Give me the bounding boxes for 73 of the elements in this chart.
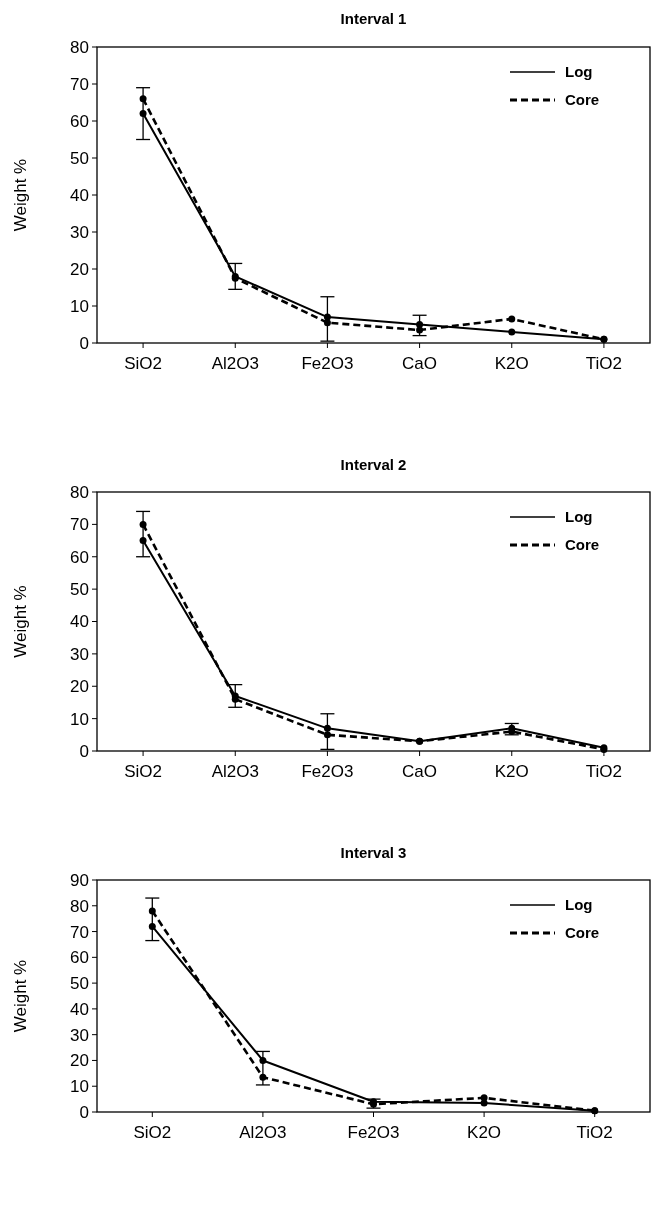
x-tick-label: SiO2 — [133, 1123, 172, 1142]
point — [416, 326, 424, 334]
y-tick-label: 60 — [70, 547, 89, 567]
y-tick-label: 20 — [70, 1051, 89, 1071]
point — [259, 1056, 267, 1064]
point — [139, 537, 147, 545]
y-axis-title: Weight % — [11, 585, 30, 658]
x-tick-label: K2O — [467, 1123, 502, 1142]
y-tick-label: 30 — [70, 222, 89, 242]
chart-title: Interval 2 — [340, 456, 407, 473]
x-tick-label: TiO2 — [576, 1123, 613, 1142]
y-axis-title: Weight % — [11, 959, 30, 1033]
y-tick-label: 50 — [70, 974, 89, 994]
legend-label: Log — [565, 508, 593, 526]
point — [139, 520, 147, 528]
point — [508, 328, 516, 336]
chart-title: Interval 3 — [340, 844, 407, 861]
y-tick-label: 40 — [70, 185, 89, 205]
point — [323, 731, 331, 739]
x-tick-label: TiO2 — [585, 354, 623, 373]
y-tick-label: 60 — [70, 111, 89, 131]
point — [323, 724, 331, 732]
point — [139, 95, 147, 103]
y-tick-label: 40 — [70, 999, 89, 1019]
x-tick-label: Al2O3 — [211, 762, 259, 781]
x-tick-label: SiO2 — [124, 354, 162, 373]
y-axis-title: Weight % — [11, 158, 30, 232]
point — [480, 1094, 488, 1102]
point — [508, 315, 516, 323]
legend-label: Core — [565, 536, 600, 554]
y-tick-label: 20 — [70, 677, 89, 697]
point — [148, 907, 156, 915]
y-tick-label: 10 — [70, 296, 89, 316]
point — [416, 321, 424, 328]
y-tick-label: 30 — [70, 644, 89, 664]
x-tick-label: CaO — [402, 762, 438, 781]
legend-label: Log — [565, 896, 593, 914]
y-tick-label: 80 — [70, 482, 89, 502]
y-tick-label: 90 — [70, 870, 89, 890]
x-tick-label: K2O — [494, 762, 529, 781]
y-tick-label: 40 — [70, 612, 89, 632]
y-tick-label: 70 — [70, 922, 89, 942]
y-tick-label: 10 — [70, 709, 89, 729]
x-tick-label: Fe2O3 — [301, 354, 354, 373]
x-tick-label: K2O — [494, 354, 529, 373]
x-tick-label: Al2O3 — [211, 354, 259, 373]
legend-label: Core — [565, 91, 600, 109]
x-tick-label: TiO2 — [585, 762, 623, 781]
legend-label: Log — [565, 63, 593, 81]
x-tick-label: Al2O3 — [239, 1123, 287, 1142]
x-tick-label: Fe2O3 — [347, 1123, 400, 1142]
y-tick-label: 0 — [79, 1102, 89, 1122]
y-tick-label: 20 — [70, 259, 89, 279]
x-tick-label: SiO2 — [124, 762, 162, 781]
point — [139, 110, 147, 118]
chart-title: Interval 1 — [340, 10, 407, 27]
y-tick-label: 60 — [70, 948, 89, 968]
y-tick-label: 80 — [70, 37, 89, 57]
y-tick-label: 0 — [79, 333, 89, 353]
y-tick-label: 30 — [70, 1025, 89, 1045]
y-tick-label: 70 — [70, 515, 89, 535]
legend-label: Core — [565, 924, 600, 942]
y-tick-label: 50 — [70, 148, 89, 168]
x-tick-label: Fe2O3 — [301, 762, 354, 781]
y-tick-label: 10 — [70, 1077, 89, 1097]
y-tick-label: 0 — [79, 741, 89, 761]
x-tick-label: CaO — [402, 354, 438, 373]
point — [259, 1073, 267, 1081]
y-tick-label: 80 — [70, 896, 89, 916]
y-tick-label: 70 — [70, 74, 89, 94]
y-tick-label: 50 — [70, 580, 89, 600]
point — [323, 319, 331, 327]
point — [148, 922, 156, 930]
